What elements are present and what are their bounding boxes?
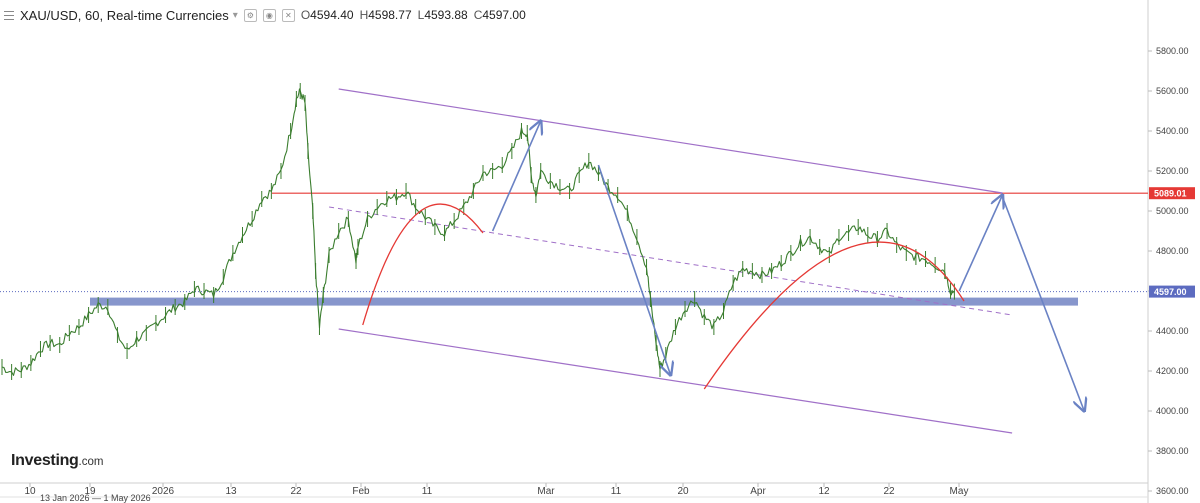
price-tick-label: 4800.00	[1156, 246, 1189, 256]
time-tick-label: 10	[24, 486, 36, 497]
projection-arc	[703, 241, 965, 390]
projection-arrow	[597, 164, 670, 375]
last-price-tag: 4597.00	[1154, 287, 1187, 297]
footer-range-text: 13 Jan 2026 — 1 May 2026	[40, 493, 151, 503]
price-tick-label: 5600.00	[1156, 86, 1189, 96]
time-tick-label: 22	[883, 486, 895, 497]
time-tick-label: May	[950, 486, 969, 497]
time-tick-label: 13	[225, 486, 237, 497]
time-tick-label: Mar	[537, 486, 555, 497]
investing-logo: Investing.com	[11, 452, 104, 469]
price-tick-label: 3800.00	[1156, 446, 1189, 456]
time-tick-label: 11	[611, 486, 622, 497]
dashed-midline	[329, 206, 1013, 316]
ohlc-high: H4598.77	[359, 8, 412, 22]
price-tick-label: 4000.00	[1156, 406, 1189, 416]
channel-lower-line	[338, 328, 1013, 434]
price-tick-label: 5000.00	[1156, 206, 1189, 216]
projection-arrow	[958, 195, 1002, 292]
support-band	[90, 297, 1078, 306]
time-tick-label: 22	[290, 486, 302, 497]
time-tick-label: Feb	[352, 486, 370, 497]
last-price-tag-bg	[1149, 285, 1195, 298]
price-tick-label: 5200.00	[1156, 166, 1189, 176]
time-tick-label: 11	[422, 486, 433, 497]
price-tick-label: 5400.00	[1156, 126, 1189, 136]
price-tick-label: 3600.00	[1156, 486, 1189, 496]
resistance-price-tag: 5089.01	[1154, 189, 1187, 199]
ohlc-low: L4593.88	[417, 8, 468, 22]
settings-icon[interactable]: ⚙	[243, 8, 257, 22]
projection-arrow	[1001, 196, 1084, 411]
price-tick-label: 4400.00	[1156, 326, 1189, 336]
menu-icon[interactable]	[4, 10, 14, 20]
chart-header: XAU/USD, 60, Real-time Currencies ▾ ⚙ ◉ …	[4, 6, 526, 24]
time-tick-label: 19	[84, 486, 96, 497]
symbol-title[interactable]: XAU/USD, 60, Real-time Currencies	[20, 7, 229, 23]
ohlc-close: C4597.00	[473, 8, 526, 22]
price-tick-label: 4200.00	[1156, 366, 1189, 376]
chevron-down-icon[interactable]: ▾	[232, 9, 238, 21]
resistance-price-tag-bg	[1149, 187, 1195, 200]
projection-arc	[362, 203, 484, 326]
time-tick-label: Apr	[750, 486, 766, 497]
projection-arrow	[491, 121, 541, 232]
time-tick-label: 2026	[152, 486, 175, 497]
close-icon[interactable]: ✕	[281, 8, 295, 22]
price-tick-label: 5800.00	[1156, 46, 1189, 56]
price-series-line	[1, 88, 955, 376]
time-tick-label: 20	[677, 486, 689, 497]
eye-icon[interactable]: ◉	[262, 8, 276, 22]
channel-upper-line	[338, 88, 1003, 194]
ohlc-open: O4594.40	[300, 8, 354, 22]
time-tick-label: 12	[818, 486, 830, 497]
